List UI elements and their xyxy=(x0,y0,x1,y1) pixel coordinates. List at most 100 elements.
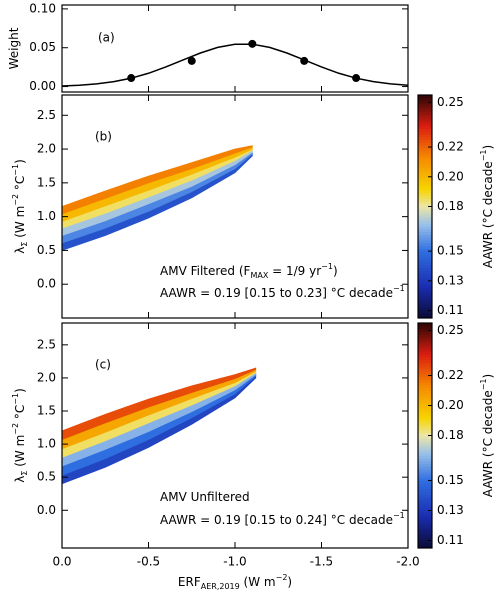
colorbar-segment xyxy=(418,239,432,244)
colorbar-segment xyxy=(418,398,432,403)
colorbar-segment xyxy=(418,173,432,177)
y-axis-label-part: Σ xyxy=(20,242,29,247)
colorbar-tick-label: 0.13 xyxy=(437,503,464,517)
colorbar-segment xyxy=(418,424,432,428)
colorbar-segment xyxy=(418,237,432,241)
y-axis-label: λΣ (W m−2 °C−1) xyxy=(11,159,29,254)
x-tick-label: 0.0 xyxy=(52,555,71,569)
colorbar-segment xyxy=(418,226,432,230)
colorbar-segment xyxy=(418,159,432,163)
colorbar-segment xyxy=(418,528,432,532)
colorbar-segment xyxy=(418,203,432,207)
y-axis-label-part: Σ xyxy=(20,471,29,476)
y-tick-label: 0.0 xyxy=(37,503,56,517)
colorbar-segment xyxy=(418,443,432,448)
colorbar-segment xyxy=(418,262,432,266)
x-axis-label-part: −2 xyxy=(276,573,288,582)
colorbar-segment xyxy=(418,508,432,512)
y-axis-label-part: −2 xyxy=(11,194,20,206)
annotation: AAWR = 0.19 [0.15 to 0.24] °C decade−1 xyxy=(160,511,405,527)
colorbar-segment xyxy=(418,304,432,308)
panel-label: (b) xyxy=(95,130,112,144)
colorbar-segment xyxy=(418,536,432,541)
annotation-part: AMV Unfiltered xyxy=(160,490,250,504)
colorbar-segment xyxy=(418,323,432,327)
y-axis-label-part: (W m xyxy=(13,206,27,242)
colorbar-tick-label: 0.11 xyxy=(437,303,464,317)
colorbar-segment xyxy=(418,103,432,107)
y-tick-label: 0.05 xyxy=(29,40,56,54)
colorbar-segment xyxy=(418,276,432,280)
annotation-part: ) xyxy=(333,264,338,278)
colorbar-segment xyxy=(418,206,432,210)
point xyxy=(352,74,361,83)
colorbar-tick-label: 0.22 xyxy=(437,368,464,382)
colorbar-segment xyxy=(418,136,432,141)
colorbar-segment xyxy=(418,427,432,431)
colorbar-segment xyxy=(418,542,432,546)
colorbar-segment xyxy=(418,251,432,255)
colorbar-segment xyxy=(418,181,432,185)
colorbar-segment xyxy=(418,301,432,305)
colorbar-segment xyxy=(418,178,432,182)
colorbar-segment xyxy=(418,212,432,216)
colorbar-segment xyxy=(418,539,432,543)
colorbar-segment xyxy=(418,505,432,510)
colorbar-label-part: ) xyxy=(481,374,495,379)
y-tick-label: 2.0 xyxy=(37,370,56,384)
colorbar-segment xyxy=(418,460,432,465)
colorbar-segment xyxy=(418,472,432,476)
colorbar-segment xyxy=(418,477,432,481)
colorbar-segment xyxy=(418,114,432,118)
colorbar-segment xyxy=(418,170,432,174)
colorbar-segment xyxy=(418,117,432,121)
colorbar-segment xyxy=(418,401,432,406)
colorbar-tick-label: 0.20 xyxy=(437,398,464,412)
colorbar-segment xyxy=(418,273,432,277)
colorbar-segment xyxy=(418,531,432,535)
colorbar-segment xyxy=(418,186,432,191)
colorbar-segment xyxy=(418,345,432,349)
colorbar-segment xyxy=(418,298,432,302)
colorbar-tick-label: 0.18 xyxy=(437,199,464,213)
colorbar-tick-label: 0.18 xyxy=(437,428,464,442)
colorbar-segment xyxy=(418,259,432,263)
colorbar-segment xyxy=(418,382,432,386)
colorbar-segment xyxy=(418,217,432,221)
colorbar-segment xyxy=(418,435,432,439)
colorbar-segment xyxy=(418,438,432,442)
y-axis-label-part: Weight xyxy=(7,27,21,69)
colorbar-segment xyxy=(418,458,432,462)
colorbar-segment xyxy=(418,256,432,260)
colorbar-segment xyxy=(418,415,432,420)
y-axis-label: λΣ (W m−2 °C−1) xyxy=(11,388,29,483)
band xyxy=(61,367,257,441)
colorbar-segment xyxy=(418,100,432,104)
x-tick-label: -1.0 xyxy=(223,555,246,569)
colorbar-label: AAWR (°C decade−1) xyxy=(479,374,495,497)
colorbar-tick-label: 0.25 xyxy=(437,95,464,109)
colorbar-segment xyxy=(418,95,432,99)
colorbar-segment xyxy=(418,500,432,504)
colorbar-segment xyxy=(418,267,432,272)
colorbar-segment xyxy=(418,175,432,180)
colorbar-segment xyxy=(418,368,432,372)
colorbar-segment xyxy=(418,348,432,352)
colorbar-segment xyxy=(418,309,432,313)
panel-label: (c) xyxy=(95,358,111,372)
y-axis-label-part: °C xyxy=(13,405,27,423)
colorbar-segment xyxy=(418,161,432,166)
colorbar-tick-label: 0.11 xyxy=(437,533,464,547)
colorbar-segment xyxy=(418,184,432,188)
colorbar-segment xyxy=(418,284,432,288)
colorbar-segment xyxy=(418,295,432,299)
colorbar-tick-label: 0.15 xyxy=(437,244,464,258)
colorbar-segment xyxy=(418,517,432,521)
colorbar-segment xyxy=(418,147,432,152)
y-tick-label: 0.0 xyxy=(37,277,56,291)
y-axis-label-part: °C xyxy=(13,176,27,194)
colorbar-segment xyxy=(418,480,432,484)
colorbar-segment xyxy=(418,281,432,286)
x-tick-label: -2.0 xyxy=(396,555,419,569)
colorbar-segment xyxy=(418,441,432,445)
